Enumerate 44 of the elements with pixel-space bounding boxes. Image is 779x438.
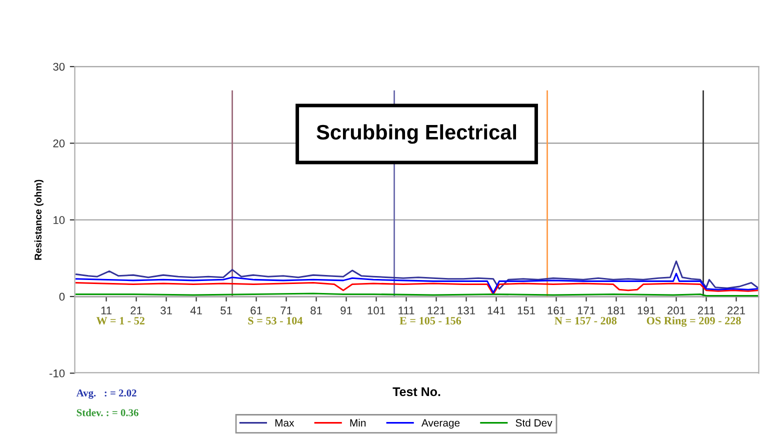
y-axis-title: Resistance (ohm): [34, 180, 44, 260]
x-tick-label: 81: [310, 306, 322, 314]
x-tick-label: 221: [728, 306, 745, 314]
x-axis-title: Test No.: [392, 387, 440, 396]
x-tick-label: 121: [428, 306, 445, 314]
y-tick-label: -10: [50, 369, 65, 378]
x-tick-label: 71: [280, 306, 292, 314]
x-tick-label: 61: [250, 306, 262, 314]
legend-label: Max: [275, 419, 294, 427]
line-series: [76, 272, 758, 294]
y-tick-label: 30: [53, 62, 65, 71]
x-tick-label: 101: [368, 306, 385, 314]
y-tick-label: 10: [54, 216, 65, 224]
annotation: E = 105 - 156: [400, 316, 462, 324]
annotation: OS Ring = 209 - 228: [646, 316, 741, 327]
x-tick-label: 191: [638, 306, 655, 314]
x-tick-label: 151: [518, 306, 535, 314]
x-tick-label: 91: [340, 306, 352, 314]
legend-label: Std Dev: [516, 418, 552, 427]
annotation: S = 53 - 104: [248, 316, 303, 324]
x-tick-label: 211: [698, 306, 715, 314]
x-tick-label: 21: [130, 306, 142, 314]
x-tick-label: 41: [190, 306, 202, 314]
x-tick-label: 11: [101, 306, 112, 314]
x-tick-label: 171: [578, 306, 595, 314]
line-series: [76, 260, 758, 290]
legend-label: Min: [350, 418, 366, 426]
annotation: W = 1 - 52: [96, 316, 144, 325]
x-tick-label: 141: [488, 306, 505, 314]
line-series: [76, 282, 758, 295]
y-tick-label: 0: [59, 292, 65, 301]
x-tick-label: 51: [220, 306, 232, 314]
y-tick-label: 20: [53, 139, 65, 148]
text: Avg. : = 2.02: [76, 389, 136, 399]
x-tick-label: 201: [668, 306, 685, 314]
x-tick-label: 111: [398, 306, 414, 314]
text: Stdev. : = 0.36: [76, 408, 138, 416]
x-tick-label: 161: [548, 306, 565, 314]
annotation: N = 157 - 208: [554, 316, 617, 324]
x-tick-label: 131: [458, 306, 475, 314]
x-tick-label: 181: [608, 306, 625, 314]
legend-label: Average: [421, 419, 460, 429]
x-tick-label: 31: [160, 306, 172, 314]
text: Scrubbing Electrical: [316, 124, 516, 144]
